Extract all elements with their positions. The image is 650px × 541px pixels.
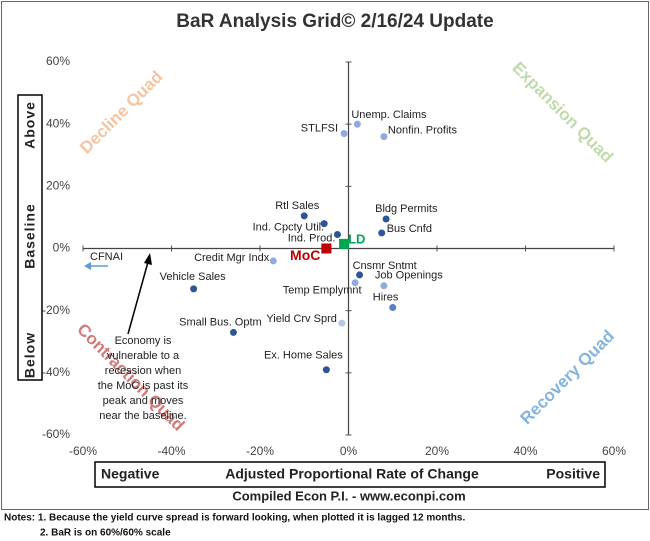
y-label-middle: Baseline (22, 203, 38, 269)
point (382, 215, 390, 223)
annotation-line: peak and moves (103, 395, 184, 407)
y-tick-label: 20% (46, 179, 70, 193)
point (338, 319, 346, 327)
point (229, 328, 237, 336)
point-label: Credit Mgr Indx (194, 252, 270, 264)
point (340, 129, 348, 137)
y-tick-label: 40% (46, 116, 70, 130)
point-label: LD (348, 231, 365, 246)
chart-title: BaR Analysis Grid© 2/16/24 Update (176, 11, 493, 32)
quad-label: Expansion Quad (509, 58, 617, 166)
x-tick-label: 20% (425, 444, 449, 458)
point-label: Ind. Prod. (288, 232, 336, 244)
frame (1, 1, 649, 510)
point-label: STLFSI (301, 122, 338, 134)
x-label-box (94, 461, 606, 488)
y-label-top: Above (22, 101, 38, 149)
note: Notes: 1. Because the yield curve spread… (4, 513, 465, 524)
annotation-line: near the baseline. (99, 410, 186, 422)
x-tick-label: -20% (246, 444, 274, 458)
annotation-line: Economy is (115, 335, 172, 347)
point (300, 212, 308, 220)
point-label: Yield Crv Sprd (266, 313, 337, 325)
point (269, 257, 277, 265)
point-label: Nonfin. Profits (388, 125, 458, 137)
note: 2. BaR is on 60%/60% scale (40, 528, 171, 539)
point-label: Hires (373, 291, 399, 303)
x-label-middle: Adjusted Proportional Rate of Change (225, 466, 479, 482)
annotation-arrowhead (144, 253, 152, 265)
point-label: Temp Emplymnt (283, 285, 362, 297)
annotation-line: the MoC is past its (98, 380, 189, 392)
annotation-line: vulnerable to a (107, 350, 180, 362)
cfnai-arrowhead (84, 262, 91, 270)
y-label-bottom: Below (22, 332, 38, 378)
point (356, 271, 364, 279)
point-label: Cnsmr Sntmt (353, 260, 417, 272)
source: Compiled Econ P.I. - www.econpi.com (232, 488, 465, 503)
x-tick-label: -40% (157, 444, 185, 458)
point (339, 238, 350, 249)
point-label: Ind. Cpcty Util. (253, 222, 325, 234)
annotation-line: recession when (105, 365, 181, 377)
y-tick-label: -60% (42, 427, 70, 441)
y-tick-label: 0% (53, 241, 71, 255)
point (320, 220, 328, 228)
point (380, 133, 388, 141)
point (389, 304, 397, 312)
point-label: Bus Cnfd (387, 223, 432, 235)
x-tick-label: 40% (513, 444, 537, 458)
point (351, 279, 359, 287)
y-tick-label: -40% (42, 365, 70, 379)
annotation: Economy is vulnerable to a recession when t… (98, 335, 189, 422)
point-label: Rtl Sales (275, 200, 320, 212)
point-label: Job Openings (375, 270, 443, 282)
point-label: Vehicle Sales (160, 271, 227, 283)
x-tick-label: 60% (602, 444, 626, 458)
y-tick-label: -20% (42, 303, 70, 317)
point-label: Ex. Home Sales (264, 350, 343, 362)
point (353, 120, 361, 128)
point-label: Unemp. Claims (351, 109, 427, 121)
point-label: Small Bus. Optm (179, 316, 262, 328)
point-label: MoC (290, 247, 320, 263)
x-tick-label: -60% (69, 444, 97, 458)
point (190, 285, 198, 293)
y-tick-label: 60% (46, 54, 70, 68)
point (380, 282, 388, 290)
offchart-label: CFNAI (90, 251, 123, 263)
x-tick-label: 0% (340, 444, 358, 458)
x-label-right: Positive (546, 466, 600, 482)
point (333, 231, 341, 239)
annotation-arrow (127, 261, 149, 335)
point (321, 243, 332, 254)
quad-label: Recovery Quad (516, 326, 618, 428)
x-label-left: Negative (101, 466, 160, 482)
point (322, 366, 330, 374)
point-label: Bldg Permits (375, 203, 438, 215)
point (378, 229, 386, 237)
quad-label: Decline Quad (76, 67, 166, 157)
y-label-box (17, 94, 43, 381)
